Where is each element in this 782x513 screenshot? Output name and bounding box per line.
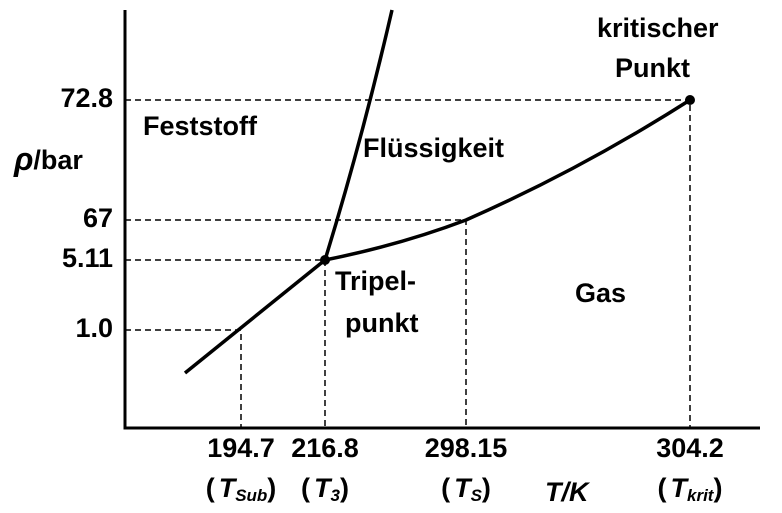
paren: ): [482, 473, 491, 503]
sublimation-curve: [183, 258, 327, 375]
paren: (: [441, 473, 450, 503]
x-axis-label: T/K: [545, 477, 591, 507]
x-tick-symbol: (TSub): [206, 473, 277, 505]
region-label: Gas: [575, 278, 626, 308]
symbol: T: [454, 473, 473, 503]
y-axis-label: ρ/bar: [13, 141, 83, 177]
subscript: krit: [687, 486, 715, 505]
region-label: Feststoff: [143, 111, 258, 141]
paren: (: [658, 473, 667, 503]
paren: (: [206, 473, 215, 503]
axes: [123, 10, 760, 430]
subscript: 3: [331, 486, 341, 505]
symbol: T: [314, 473, 333, 503]
x-tick-symbol: (TS): [441, 473, 491, 505]
region-label: Flüssigkeit: [363, 133, 504, 163]
paren: ): [267, 473, 276, 503]
subscript: S: [471, 486, 483, 505]
paren: ): [713, 473, 722, 503]
x-tick-symbol: (Tkrit): [658, 473, 723, 505]
x-tick-label: 298.15: [425, 433, 508, 463]
y-tick-label: 5.11: [62, 243, 113, 273]
paren: ): [340, 473, 349, 503]
y-tick-label: 1.0: [75, 313, 113, 343]
triple-point-label: Tripel-: [335, 266, 416, 296]
subscript: Sub: [235, 486, 267, 505]
paren: (: [301, 473, 310, 503]
critical-point-dot: [685, 95, 695, 105]
symbol: T: [219, 473, 238, 503]
x-tick-label: 304.2: [656, 433, 724, 463]
vaporization-curve: [324, 98, 691, 262]
melting-curve: [323, 9, 394, 261]
x-tick-label: 216.8: [291, 433, 359, 463]
triple-point-label: punkt: [345, 308, 419, 338]
triple-point-dot: [320, 255, 330, 265]
x-tick-symbol: (T3): [301, 473, 349, 505]
x-tick-label: 194.7: [207, 433, 275, 463]
critical-point-label: Punkt: [615, 53, 690, 83]
critical-point-label: kritischer: [597, 13, 719, 43]
symbol: T: [671, 473, 690, 503]
y-tick-label: 72.8: [60, 83, 113, 113]
y-tick-label: 67: [83, 203, 113, 233]
